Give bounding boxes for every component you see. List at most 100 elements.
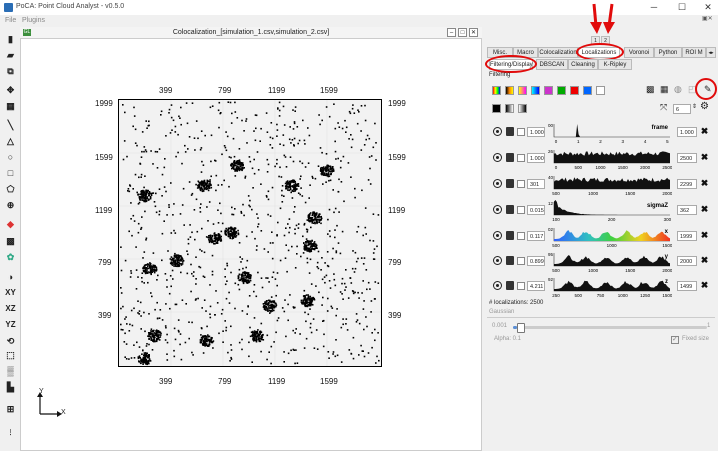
- visibility-eye-icon[interactable]: [493, 231, 502, 240]
- visibility-eye-icon[interactable]: [493, 127, 502, 136]
- move-icon[interactable]: ✥: [6, 85, 15, 95]
- tab-voronoi[interactable]: Voronoi: [624, 47, 654, 58]
- polygon-tool-icon[interactable]: ⬠: [6, 184, 15, 194]
- filter-min-field[interactable]: 0.117: [527, 231, 545, 241]
- color-chart-icon[interactable]: ◆: [7, 219, 14, 229]
- colormap-swatch[interactable]: [492, 86, 501, 95]
- subtab-dbscan[interactable]: DBSCAN: [536, 59, 568, 70]
- subtab-cleaning[interactable]: Cleaning: [568, 59, 598, 70]
- point-cloud-canvas[interactable]: [118, 99, 382, 367]
- histogram-chart[interactable]: frame 2500 0 1 2 3 4 5: [548, 122, 672, 144]
- colormap-swatch[interactable]: [505, 104, 514, 113]
- filter-max-field[interactable]: 1499: [677, 281, 697, 291]
- duplicate-icon[interactable]: ⧉: [7, 66, 14, 76]
- view-yz-button[interactable]: YZ: [5, 320, 16, 329]
- menu-file[interactable]: File: [5, 17, 17, 24]
- remove-filter-icon[interactable]: ✖: [700, 204, 709, 214]
- remove-filter-icon[interactable]: ✖: [700, 230, 709, 240]
- new-file-icon[interactable]: ▮: [8, 34, 13, 44]
- filter-max-field[interactable]: 1999: [677, 231, 697, 241]
- square-tool-icon[interactable]: □: [7, 168, 14, 178]
- save-icon[interactable]: ▩: [646, 84, 655, 94]
- color-swatch[interactable]: [557, 86, 566, 95]
- filter-min-field[interactable]: 1.000: [527, 153, 545, 163]
- fixed-size-checkbox[interactable]: ✓: [671, 336, 679, 344]
- sphere-icon[interactable]: ◑: [7, 272, 14, 282]
- tab-python[interactable]: Python: [654, 47, 682, 58]
- fit-view-icon[interactable]: ⤧: [660, 102, 668, 112]
- visibility-eye-icon[interactable]: [493, 281, 502, 290]
- color-swatch[interactable]: [583, 86, 592, 95]
- visibility-eye-icon[interactable]: [493, 153, 502, 162]
- grid-icon[interactable]: ▦: [6, 101, 15, 111]
- histogram-chart[interactable]: 40 500 1000 1500 2000: [548, 174, 672, 196]
- grid-view-icon[interactable]: ▦: [660, 84, 669, 94]
- save-icon[interactable]: [506, 281, 514, 290]
- remove-filter-icon[interactable]: ✖: [700, 152, 709, 162]
- view-xy-button[interactable]: XY: [5, 288, 16, 297]
- histogram-chart[interactable]: 26 0 500 1000 1500 2000 2500: [548, 148, 672, 170]
- filter-min-field[interactable]: 4.211: [527, 281, 545, 291]
- histogram-chart[interactable]: z 92 250 500 750 1000 1250 1500: [548, 276, 672, 298]
- color-swatch[interactable]: [596, 86, 605, 95]
- tab-roi-manager[interactable]: ROI M: [682, 47, 706, 58]
- visibility-eye-icon[interactable]: [493, 205, 502, 214]
- save-icon[interactable]: [506, 231, 514, 240]
- filter-min-field[interactable]: 1.000: [527, 127, 545, 137]
- filter-max-field[interactable]: 2500: [677, 153, 697, 163]
- filter-checkbox[interactable]: [517, 206, 525, 214]
- tile-windows-icon[interactable]: ⊞: [6, 404, 15, 414]
- filter-max-field[interactable]: 362: [677, 205, 697, 215]
- dotted-grid-icon[interactable]: ▒: [7, 366, 14, 376]
- maximize-button[interactable]: ☐: [677, 2, 687, 12]
- open-folder-icon[interactable]: ▰: [7, 50, 14, 60]
- line-tool-icon[interactable]: ╲: [7, 120, 14, 130]
- save-icon[interactable]: [506, 153, 514, 162]
- close-button[interactable]: ✕: [704, 2, 712, 12]
- rotate-icon[interactable]: ⟲: [6, 336, 15, 346]
- layers-icon[interactable]: ◰: [688, 84, 697, 94]
- colormap-swatch[interactable]: [505, 86, 514, 95]
- selection-icon[interactable]: ⬚: [6, 350, 15, 360]
- triangle-tool-icon[interactable]: △: [7, 136, 14, 146]
- filter-checkbox[interactable]: [517, 154, 525, 162]
- filter-max-field[interactable]: 1.000: [677, 127, 697, 137]
- histogram-chart[interactable]: sigmaZ 212 100 200 300: [548, 200, 672, 222]
- alpha-slider[interactable]: [513, 323, 707, 333]
- filter-checkbox[interactable]: [517, 257, 525, 265]
- sub-minimize-button[interactable]: –: [447, 28, 456, 37]
- view-xz-button[interactable]: XZ: [5, 304, 16, 313]
- menu-plugins[interactable]: Plugins: [22, 17, 45, 24]
- spin-arrows-icon[interactable]: ⇕: [692, 104, 698, 110]
- save-icon[interactable]: [506, 127, 514, 136]
- colormap-swatch[interactable]: [518, 86, 527, 95]
- color-swatch[interactable]: [570, 86, 579, 95]
- save-icon[interactable]: [506, 179, 514, 188]
- colormap-swatch[interactable]: [518, 104, 527, 113]
- mdi-restore-icons[interactable]: ▣✕: [702, 16, 713, 22]
- scale-bar-icon[interactable]: ▙: [7, 382, 14, 392]
- circle-tool-icon[interactable]: ○: [7, 152, 14, 162]
- sub-maximize-button[interactable]: □: [458, 28, 467, 37]
- filter-max-field[interactable]: 2000: [677, 256, 697, 266]
- settings-gear-icon[interactable]: ⚙: [700, 101, 709, 112]
- minimize-button[interactable]: ─: [650, 2, 658, 12]
- sub-close-button[interactable]: ✕: [469, 28, 478, 37]
- filter-min-field[interactable]: 301: [527, 179, 545, 189]
- remove-filter-icon[interactable]: ✖: [700, 178, 709, 188]
- palette-icon[interactable]: ✿: [6, 252, 15, 262]
- filter-checkbox[interactable]: [517, 232, 525, 240]
- filter-max-field[interactable]: 2299: [677, 179, 697, 189]
- save-icon[interactable]: [506, 205, 514, 214]
- filter-checkbox[interactable]: [517, 282, 525, 290]
- histogram-chart[interactable]: x 102 500 1000 1500: [548, 226, 672, 248]
- visibility-eye-icon[interactable]: [493, 179, 502, 188]
- remove-filter-icon[interactable]: ✖: [700, 255, 709, 265]
- subtab-k-ripley[interactable]: K-Ripley: [598, 59, 632, 70]
- histogram-chart[interactable]: y 95 500 1000 1500 2000: [548, 251, 672, 273]
- save-icon[interactable]: [506, 256, 514, 265]
- point-size-field[interactable]: 6: [673, 104, 691, 114]
- tab-scroll-arrows[interactable]: ◂▸: [706, 47, 716, 58]
- remove-filter-icon[interactable]: ✖: [700, 280, 709, 290]
- filter-checkbox[interactable]: [517, 180, 525, 188]
